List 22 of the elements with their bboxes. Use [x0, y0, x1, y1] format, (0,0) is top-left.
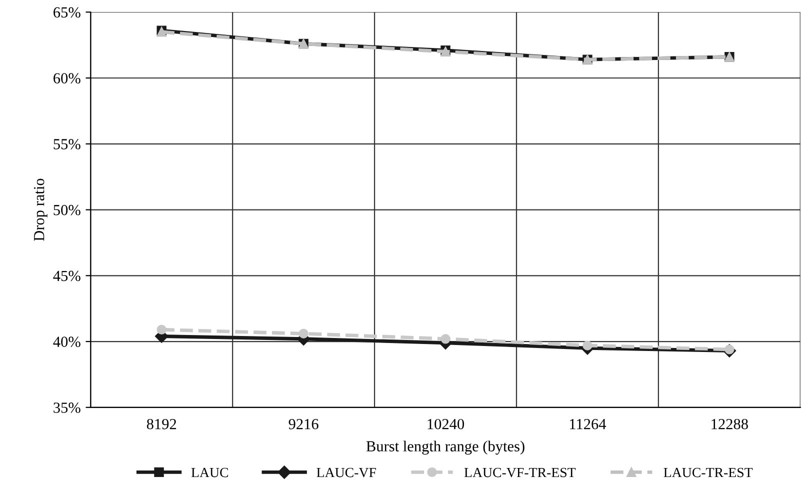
point	[298, 328, 308, 338]
x-tick-label: 8192	[146, 418, 176, 430]
x-tick-label: 9216	[288, 418, 318, 430]
y-tick-label: 45%	[53, 270, 80, 282]
x-tick-label: 10240	[428, 418, 464, 430]
point	[156, 324, 166, 335]
legend-label: LAUC	[191, 468, 228, 478]
legend-label: LAUC-TR-EST	[664, 468, 753, 478]
point	[582, 340, 592, 350]
y-axis-title: Drop ratio	[34, 178, 48, 241]
x-tick-label: 11264	[570, 418, 606, 430]
y-tick-label: 55%	[54, 139, 80, 150]
legend-label: LAUC-VF-TR-EST	[464, 468, 576, 478]
x-tick-label: 12288	[712, 418, 748, 430]
y-tick-label: 35%	[54, 402, 80, 413]
legend-label: LAUC-VF	[316, 468, 376, 478]
y-tick-label: 40%	[53, 336, 80, 348]
y-tick-label: 50%	[54, 204, 80, 216]
y-tick-label: 65%	[54, 7, 80, 18]
x-axis-title: Burst length range (bytes)	[366, 440, 524, 455]
point	[440, 334, 450, 344]
y-tick-label: 60%	[54, 73, 80, 84]
